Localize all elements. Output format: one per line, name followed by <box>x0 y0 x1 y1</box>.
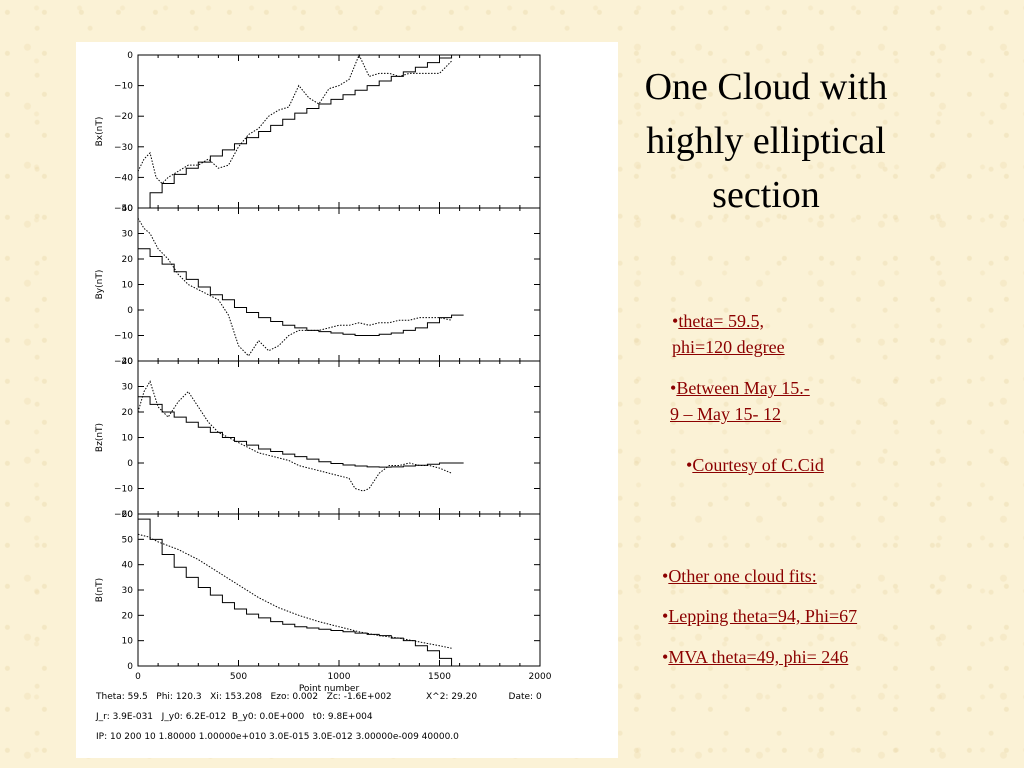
panel-4-frame <box>137 513 541 667</box>
panel-2-ytick-label: −10 <box>114 332 133 342</box>
fit-parameters-line-1: Theta: 59.5 Phi: 120.3 Xi: 153.208 Ezo: … <box>96 692 542 702</box>
panel-4-ytick-label: 20 <box>122 611 134 621</box>
bullet-mva: •MVA theta=49, phi= 246 <box>662 644 848 670</box>
panel-2-series-model <box>138 248 464 336</box>
panel-4-ytick-label: 50 <box>122 535 134 545</box>
bullet-marker: • <box>670 378 677 398</box>
panel-3-ytick-label: 0 <box>127 459 133 469</box>
x-tick-label: 1500 <box>428 672 451 682</box>
title-line-1: One Cloud with <box>644 66 888 108</box>
panel-3-ytick-label: −10 <box>114 485 133 495</box>
panel-1-series-model <box>138 54 464 209</box>
bullet-marker: • <box>662 647 669 667</box>
panel-1-frame <box>137 54 541 209</box>
theta-link-line-2[interactable]: phi=120 degree <box>672 337 785 357</box>
panel-4-series-model <box>138 518 464 667</box>
panel-1-ytick-label: −50 <box>114 204 133 214</box>
panel-2-ytick-label: 30 <box>122 230 134 240</box>
mva-link[interactable]: MVA theta=49, phi= 246 <box>668 647 849 667</box>
panel-2-ytick-label: 0 <box>127 306 133 316</box>
fit-parameters-line-2: J_r: 3.9E-031 J_y0: 6.2E-012 B_y0: 0.0E+… <box>96 712 373 722</box>
panel-1-ytick-label: −20 <box>114 112 133 122</box>
panel-4-ytick-label: 0 <box>127 662 133 672</box>
panel-2-ylabel: By(nT) <box>95 270 105 300</box>
panel-2-ytick-label: −20 <box>114 357 133 367</box>
panel-2-ytick-label: 10 <box>122 281 134 291</box>
fit-parameters-line-3: IP: 10 200 10 1.80000 1.00000e+010 3.0E-… <box>96 732 459 742</box>
panel-2-ytick-label: 20 <box>122 255 134 265</box>
panel-3-ytick-label: 30 <box>122 383 134 393</box>
title-line-2: highly elliptical <box>646 120 886 162</box>
panel-3-ytick-label: 10 <box>122 434 134 444</box>
panel-4-ytick-label: 60 <box>122 510 134 520</box>
magnetic-field-panels: 0 −10 −20 −30 −40 −50 Bx(nT) 40 30 20 10 0 −10 −20 By(… <box>95 51 552 694</box>
x-tick-label: 2000 <box>529 672 552 682</box>
other-fits-link[interactable]: Other one cloud fits: <box>668 566 817 586</box>
bullet-marker: • <box>662 606 669 626</box>
panel-3-ytick-label: −20 <box>114 510 133 520</box>
bullet-marker: • <box>662 566 669 586</box>
bullet-other-fits: •Other one cloud fits: <box>662 563 817 589</box>
panel-3-frame <box>137 360 541 515</box>
slide-title: One Cloud with highly elliptical section <box>596 60 936 222</box>
bullet-lepping: •Lepping theta=94, Phi=67 <box>662 603 857 629</box>
x-tick-label: 1000 <box>328 672 351 682</box>
theta-link-line-1[interactable]: theta= 59.5, <box>678 311 764 331</box>
panel-4-ytick-label: 10 <box>122 637 134 647</box>
lepping-link[interactable]: Lepping theta=94, Phi=67 <box>668 606 858 626</box>
panel-1-ytick-label: −30 <box>114 143 133 153</box>
panel-4-ylabel: B(nT) <box>95 578 105 602</box>
panel-2-ytick-label: 40 <box>122 204 134 214</box>
between-link-line-1[interactable]: Between May 15.- <box>676 378 810 398</box>
panel-1-ytick-label: −40 <box>114 173 133 183</box>
x-axis-label: Point number <box>299 684 360 694</box>
panel-3-ylabel: Bz(nT) <box>95 423 105 452</box>
title-line-3: section <box>712 174 820 216</box>
panel-2-series-observed <box>137 217 452 357</box>
panel-4-series-observed <box>137 533 452 649</box>
panel-1-ylabel: Bx(nT) <box>95 117 105 147</box>
bullet-courtesy: •Courtesy of C.Cid <box>686 452 824 478</box>
bullet-marker: • <box>672 311 679 331</box>
panel-1-ytick-label: −10 <box>114 82 133 92</box>
bullet-between: •Between May 15.- 9 – May 15- 12 <box>670 375 810 427</box>
between-link-line-2[interactable]: 9 – May 15- 12 <box>670 404 781 424</box>
x-tick-label: 500 <box>230 672 247 682</box>
courtesy-link[interactable]: Courtesy of C.Cid <box>692 455 824 475</box>
x-tick-label: 0 <box>135 672 141 682</box>
panel-3-ytick-label: 40 <box>122 357 134 367</box>
panel-3-series-model <box>138 396 464 468</box>
panel-1-ytick-label: 0 <box>127 51 133 61</box>
bullet-theta-phi: •theta= 59.5, phi=120 degree <box>672 308 785 360</box>
panel-3-ytick-label: 20 <box>122 408 134 418</box>
panel-3-series-observed <box>137 380 452 492</box>
bullet-marker: • <box>686 455 693 475</box>
panel-4-ytick-label: 30 <box>122 586 134 596</box>
panel-4-ytick-label: 40 <box>122 561 134 571</box>
model-fit-figure: 0 −10 −20 −30 −40 −50 Bx(nT) 40 30 20 10 0 −10 −20 By(… <box>76 42 618 758</box>
